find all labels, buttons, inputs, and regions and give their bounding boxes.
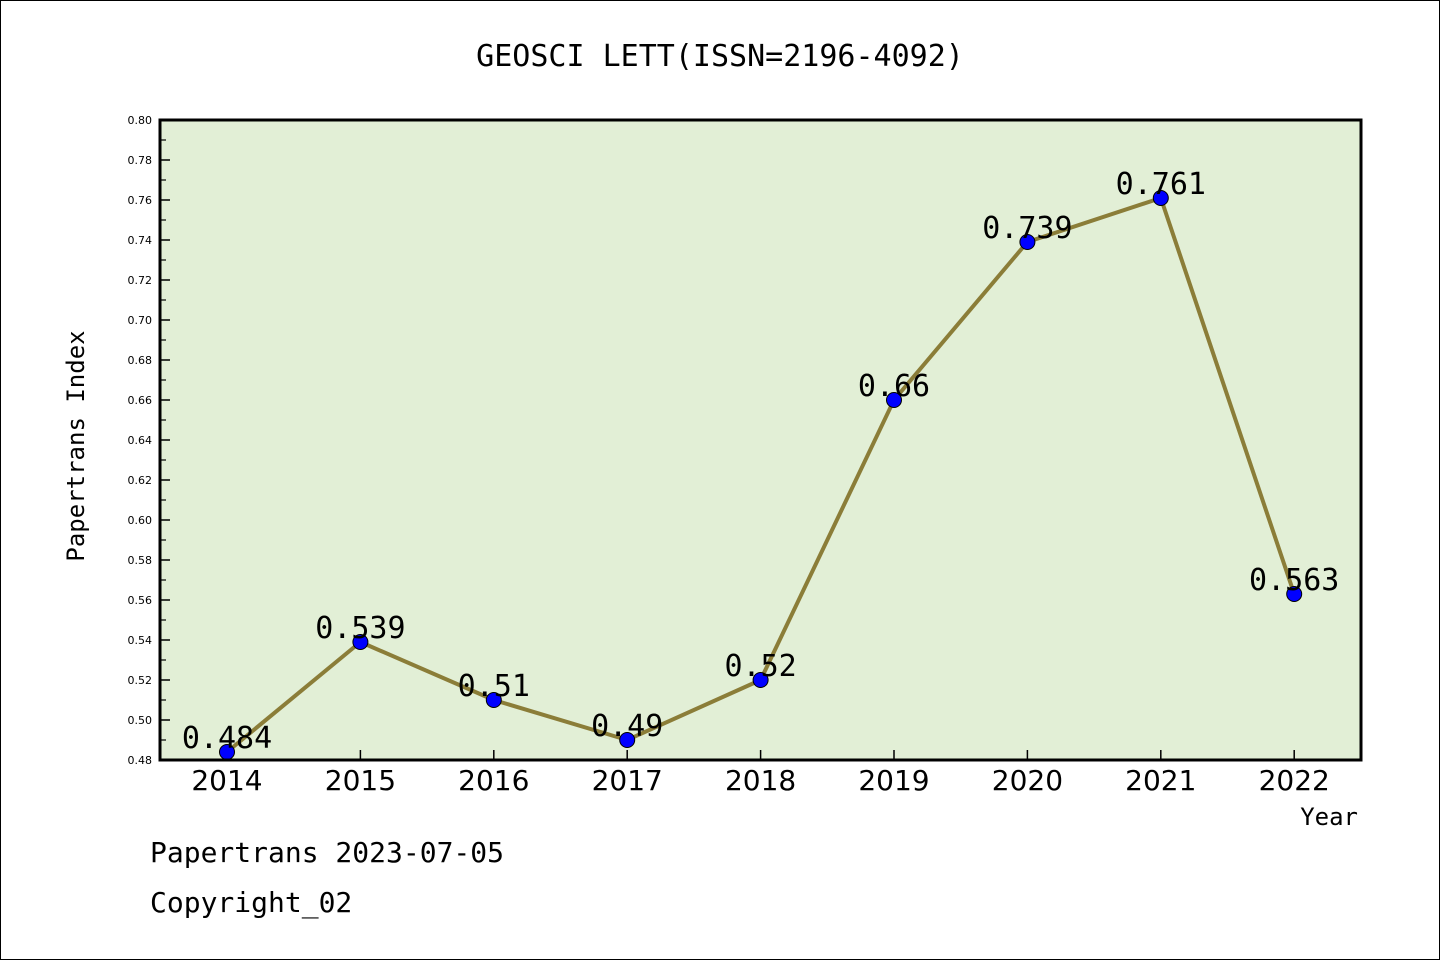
data-label-2019: 0.66: [858, 369, 930, 404]
x-tick-label: 2020: [992, 764, 1063, 797]
data-point-2019: [886, 392, 902, 408]
y-tick-label: 0.54: [128, 634, 153, 647]
x-tick-label: 2015: [325, 764, 396, 797]
y-tick-label: 0.68: [128, 354, 153, 367]
data-label-2017: 0.49: [591, 709, 663, 744]
copyright-text: Copyright_02: [150, 886, 353, 919]
source-date-text: Papertrans 2023-07-05: [150, 836, 505, 869]
x-tick-label: 2021: [1125, 764, 1196, 797]
data-point-2021: [1152, 190, 1169, 206]
data-label-2016: 0.51: [458, 669, 530, 704]
y-tick-label: 0.50: [128, 714, 153, 727]
x-tick-label: 2016: [458, 764, 529, 797]
y-tick-label: 0.64: [128, 434, 153, 447]
data-labels: 0.484 0.539 0.51 0.49 0.52 0.66 0.739 0.761 0.56…: [182, 167, 1340, 756]
data-label-2015: 0.539: [315, 611, 405, 646]
x-tick-label: 2022: [1259, 764, 1330, 797]
y-tick-label: 0.62: [128, 474, 153, 487]
y-tick-label: 0.76: [128, 194, 153, 207]
x-tick-label: 2017: [592, 764, 663, 797]
y-tick-label: 0.72: [128, 274, 153, 287]
data-point-2020: [1019, 234, 1036, 250]
data-point-2022: [1286, 586, 1303, 602]
y-tick-label: 0.58: [128, 554, 153, 567]
data-label-2014: 0.484: [182, 721, 272, 756]
x-tick-label: 2018: [725, 764, 796, 797]
data-point-2018: [752, 672, 769, 688]
y-tick-label: 0.66: [128, 394, 153, 407]
data-label-2021: 0.761: [1116, 167, 1206, 202]
y-tick-label: 0.52: [128, 674, 153, 687]
data-label-2022: 0.563: [1249, 563, 1339, 598]
y-axis-ticks: 0.48 0.50 0.52 0.54 0.56 0.58 0.60 0.62 0.64 0.66…: [128, 114, 170, 767]
chart-title: GEOSCI LETT(ISSN=2196-4092): [476, 39, 964, 74]
y-tick-label: 0.74: [128, 234, 153, 247]
x-tick-label: 2014: [191, 764, 262, 797]
data-point-2017: [619, 732, 636, 748]
x-axis-ticks: 2014 2015 2016 2017 2018 2019 2020 2021 2022: [191, 750, 1330, 797]
y-tick-label: 0.70: [128, 314, 153, 327]
data-label-2020: 0.739: [982, 211, 1072, 246]
y-axis-label: Papertrans Index: [62, 330, 90, 561]
data-point-2016: [485, 692, 502, 708]
plot-area: [160, 120, 1361, 760]
data-markers: [219, 190, 1303, 760]
x-axis-label: Year: [1300, 803, 1358, 831]
y-tick-label: 0.56: [128, 594, 153, 607]
y-tick-label: 0.80: [128, 114, 153, 127]
plot-border: [158, 118, 1363, 762]
x-tick-label: 2019: [858, 764, 929, 797]
y-tick-label: 0.78: [128, 154, 153, 167]
y-tick-label: 0.48: [128, 754, 153, 767]
data-label-2018: 0.52: [724, 649, 796, 684]
data-point-2015: [352, 634, 369, 650]
y-tick-label: 0.60: [128, 514, 153, 527]
